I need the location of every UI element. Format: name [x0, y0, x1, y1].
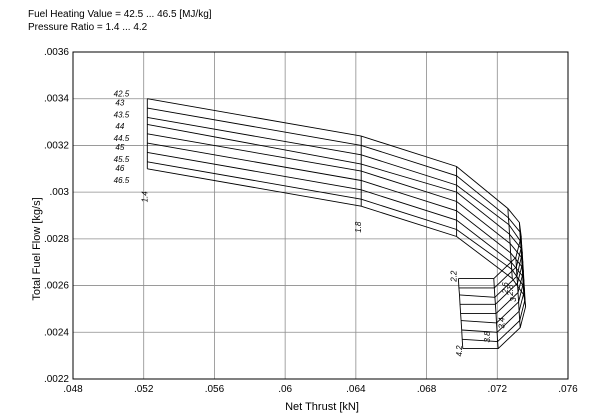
y-tick-label: .0028 — [44, 234, 69, 245]
x-tick-label: .076 — [558, 384, 578, 395]
y-tick-label: .0032 — [44, 140, 69, 151]
plot-frame — [72, 51, 569, 380]
y-tick-label: .0034 — [44, 94, 69, 105]
pr-line-2.6 — [507, 208, 513, 279]
chart-header: Fuel Heating Value = 42.5 ... 46.5 [MJ/k… — [28, 9, 212, 34]
fhv-line-45.5 — [147, 151, 525, 333]
x-axis-title: Net Thrust [kN] — [285, 401, 359, 413]
fhv-line-46.5 — [147, 168, 527, 350]
fhv-label: 45 — [115, 143, 124, 152]
x-tick-label: .056 — [205, 384, 225, 395]
fhv-label: 45.5 — [114, 155, 130, 164]
pr-line-3.8 — [493, 278, 499, 349]
pressure-ratio-label: 3 — [509, 297, 518, 302]
pressure-ratio-caption: Pressure Ratio = 1.4 ... 4.2 — [28, 21, 148, 33]
y-tick-label: .0036 — [44, 47, 69, 58]
fhv-line-46 — [147, 161, 526, 343]
fhv-line-42.5 — [147, 98, 522, 280]
pressure-ratio-label: 2.8 — [506, 284, 515, 297]
pressure-ratio-label: 4.2 — [455, 345, 464, 357]
y-tick-label: .0022 — [44, 374, 69, 385]
carpet-curves — [146, 98, 527, 350]
y-axis-title: Total Fuel Flow [kg/s] — [31, 197, 43, 300]
plot-border — [72, 51, 569, 380]
fuel-heating-value-caption: Fuel Heating Value = 42.5 ... 46.5 [MJ/k… — [28, 9, 212, 20]
x-tick-label: .06 — [278, 384, 292, 395]
fhv-line-43.5 — [147, 116, 523, 298]
fhv-line-44.5 — [147, 133, 524, 315]
y-tick-label: .003 — [50, 187, 70, 198]
pressure-ratio-label: 2.6 — [501, 282, 510, 295]
pr-line-3 — [520, 236, 527, 307]
fhv-label: 46.5 — [114, 176, 130, 185]
x-tick-label: .052 — [134, 384, 154, 395]
pressure-ratio-label: 1.4 — [140, 191, 149, 203]
carpet-labels: 42.543 43.5 44 44.545 45.546 46.5 1.4 1.8 2.2 2.6… — [114, 89, 518, 356]
y-axis-ticks: .0022 .0024 .0026 .0028 .003 .0032 .0034 .0036 — [44, 47, 69, 385]
pr-line-2.8 — [518, 222, 525, 295]
x-tick-label: .048 — [63, 384, 83, 395]
pressure-ratio-label: 1.8 — [354, 221, 363, 233]
fhv-label: 44.5 — [114, 134, 130, 143]
pressure-ratio-label: 2.2 — [450, 270, 459, 283]
fhv-line-45 — [147, 142, 525, 324]
fhv-label: 43 — [115, 99, 124, 108]
fhv-label: 46 — [115, 164, 124, 173]
fhv-line-44 — [147, 123, 524, 305]
pressure-ratio-label: 3.8 — [483, 331, 492, 343]
x-tick-label: .068 — [417, 384, 437, 395]
x-axis-ticks: .048 .052 .056 .06 .064 .068 .072 .076 — [63, 384, 578, 395]
x-tick-label: .072 — [488, 384, 508, 395]
x-tick-label: .064 — [346, 384, 366, 395]
fhv-label: 44 — [115, 122, 124, 131]
fhv-label: 42.5 — [114, 89, 130, 98]
y-tick-label: .0024 — [44, 327, 69, 338]
pressure-ratio-label: 3.4 — [497, 317, 506, 329]
pr-line-3.4 — [515, 257, 521, 328]
pr-line-4.2 — [457, 278, 464, 349]
y-tick-label: .0026 — [44, 281, 69, 292]
fhv-label: 43.5 — [114, 110, 130, 119]
